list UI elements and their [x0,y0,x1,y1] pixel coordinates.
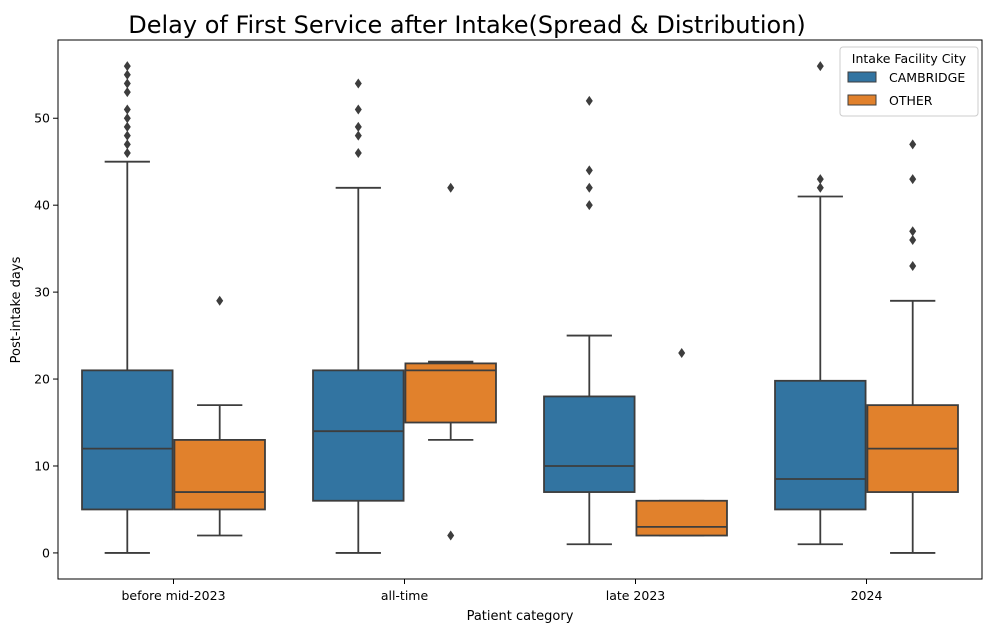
legend-swatch-other [847,94,877,106]
outlier-point [123,87,131,98]
iqr-box [173,439,266,511]
y-tick-label: 20 [34,372,50,387]
outlier-point [123,104,131,115]
x-tick-label: late 2023 [606,588,666,603]
legend-title: Intake Facility City [852,51,967,66]
legend-swatch-cambridge [847,71,877,83]
box-cambridge-2 [543,95,636,546]
legend: Intake Facility City CAMBRIDGE OTHER [839,46,979,117]
outlier-point [123,61,131,72]
x-tick-label: before mid-2023 [121,588,225,603]
x-tick-label: 2024 [851,588,883,603]
outlier-point [816,61,824,72]
outlier-point [909,226,917,237]
y-tick-label: 30 [34,285,50,300]
outlier-point [123,113,131,124]
x-axis-label: Patient category [467,609,574,624]
outlier-point [447,530,455,541]
outlier-point [354,148,362,159]
chart-title: Delay of First Service after Intake(Spre… [128,11,806,39]
outlier-point [354,121,362,132]
outlier-point [585,165,593,176]
outlier-point [123,148,131,159]
y-axis: 0 10 20 30 40 50 [34,111,58,560]
box-group [81,61,959,554]
outlier-point [909,234,917,245]
box-other-1 [404,182,497,541]
outlier-point [354,104,362,115]
outlier-point [216,295,224,306]
iqr-box [635,499,728,537]
x-axis: before mid-2023 all-time late 2023 2024 [121,579,882,603]
x-tick-label: all-time [381,588,429,603]
outlier-point [354,130,362,141]
outlier-point [447,182,455,193]
outlier-point [816,174,824,185]
legend-label-other: OTHER [889,93,933,108]
y-tick-label: 0 [42,545,50,560]
outlier-point [123,121,131,132]
iqr-box [404,362,497,424]
outlier-point [585,95,593,106]
y-tick-label: 40 [34,198,50,213]
outlier-point [123,139,131,150]
box-cambridge-0 [81,61,174,554]
outlier-point [678,347,686,358]
y-tick-label: 10 [34,458,50,473]
legend-label-cambridge: CAMBRIDGE [889,70,965,85]
iqr-box [543,395,636,493]
outlier-point [123,78,131,89]
outlier-point [123,130,131,141]
box-cambridge-3 [774,61,867,546]
box-other-3 [866,139,959,554]
plot-area [57,39,983,580]
iqr-box [774,379,867,511]
outlier-point [354,78,362,89]
outlier-point [816,182,824,193]
box-cambridge-1 [312,78,405,554]
y-tick-label: 50 [34,111,50,126]
outlier-point [909,261,917,272]
iqr-box [81,369,174,511]
iqr-box [312,369,405,502]
outlier-point [123,69,131,80]
outlier-point [585,200,593,211]
outlier-point [909,139,917,150]
y-axis-label: Post-intake days [9,256,24,363]
box-other-0 [173,295,266,537]
outlier-point [585,182,593,193]
box-other-2 [635,347,728,537]
outlier-point [909,174,917,185]
